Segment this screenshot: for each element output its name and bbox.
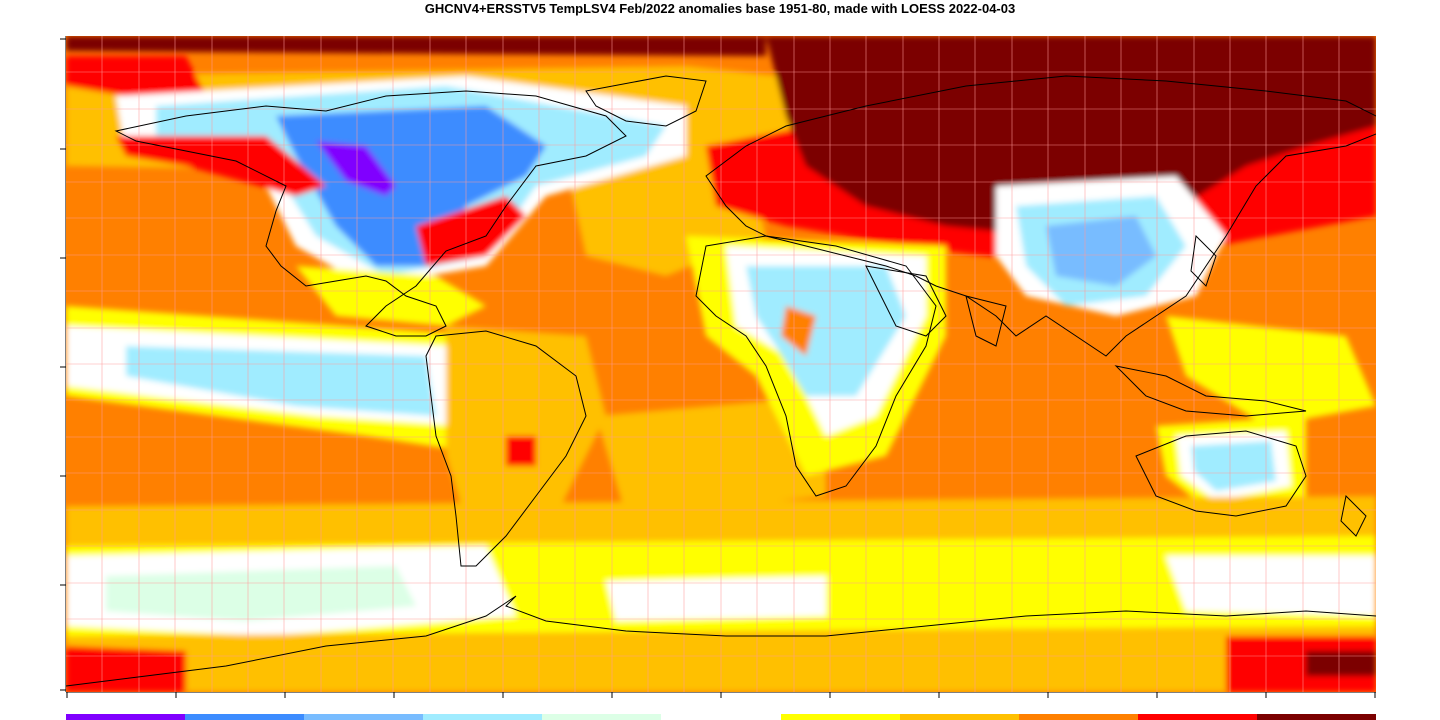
antarctic-darkred-east bbox=[1306, 651, 1376, 676]
legend-swatch-dark-red bbox=[1256, 714, 1377, 720]
coast-indonesia bbox=[1114, 365, 1307, 417]
coast-antarctica bbox=[66, 595, 1376, 687]
anomaly-map-canvas bbox=[66, 36, 1376, 692]
asia-blue bbox=[1046, 216, 1156, 286]
coast-new-zealand bbox=[1340, 494, 1367, 537]
australia-cyan bbox=[1191, 441, 1276, 491]
legend-swatch-yellow bbox=[780, 714, 900, 720]
legend-swatch-light-cyan bbox=[423, 714, 543, 720]
coast-arabia-india bbox=[865, 265, 1007, 347]
coast-south-america bbox=[425, 330, 587, 567]
alaska-red bbox=[116, 136, 326, 196]
southern-palegreen-west bbox=[106, 566, 416, 621]
siberia-dark-red bbox=[766, 36, 1376, 236]
anomaly-map bbox=[66, 36, 1376, 692]
legend-swatch-pale-green bbox=[542, 714, 662, 720]
southern-white-far-east bbox=[1166, 556, 1376, 616]
legend-swatch-orange bbox=[1018, 714, 1138, 720]
legend-swatch-amber bbox=[899, 714, 1019, 720]
coast-africa bbox=[695, 235, 937, 497]
coast-japan bbox=[1190, 234, 1217, 287]
legend-swatch-blue bbox=[185, 714, 305, 720]
color-legend bbox=[66, 714, 1377, 720]
arctic-top-dark-red bbox=[66, 36, 766, 56]
africa-orange-spot bbox=[781, 306, 816, 356]
southern-white-east bbox=[606, 576, 826, 621]
sea-yellow bbox=[1166, 316, 1376, 426]
grid-lines bbox=[66, 36, 1376, 692]
y-axis bbox=[60, 36, 66, 692]
legend-swatch-light-blue bbox=[304, 714, 424, 720]
coast-north-america bbox=[114, 90, 627, 337]
legend-swatch-red bbox=[1137, 714, 1257, 720]
coast-australia bbox=[1135, 430, 1307, 517]
map-title: GHCNV4+ERSSTV5 TempLSV4 Feb/2022 anomali… bbox=[424, 1, 1016, 16]
pacific-cyan bbox=[126, 346, 436, 416]
south-atlantic-amber bbox=[596, 396, 826, 516]
north-pacific-red bbox=[66, 56, 206, 96]
sa-red-spot bbox=[506, 436, 536, 466]
us-east-red bbox=[416, 196, 526, 266]
coast-greenland bbox=[585, 75, 707, 127]
antarctic-red-east bbox=[1226, 636, 1376, 692]
legend-swatch-purple bbox=[66, 714, 186, 720]
x-axis bbox=[66, 692, 1376, 698]
legend-swatch-white bbox=[661, 714, 781, 720]
coast-eurasia bbox=[705, 75, 1376, 357]
antarctic-red-west bbox=[66, 646, 186, 692]
coastlines bbox=[66, 75, 1376, 687]
